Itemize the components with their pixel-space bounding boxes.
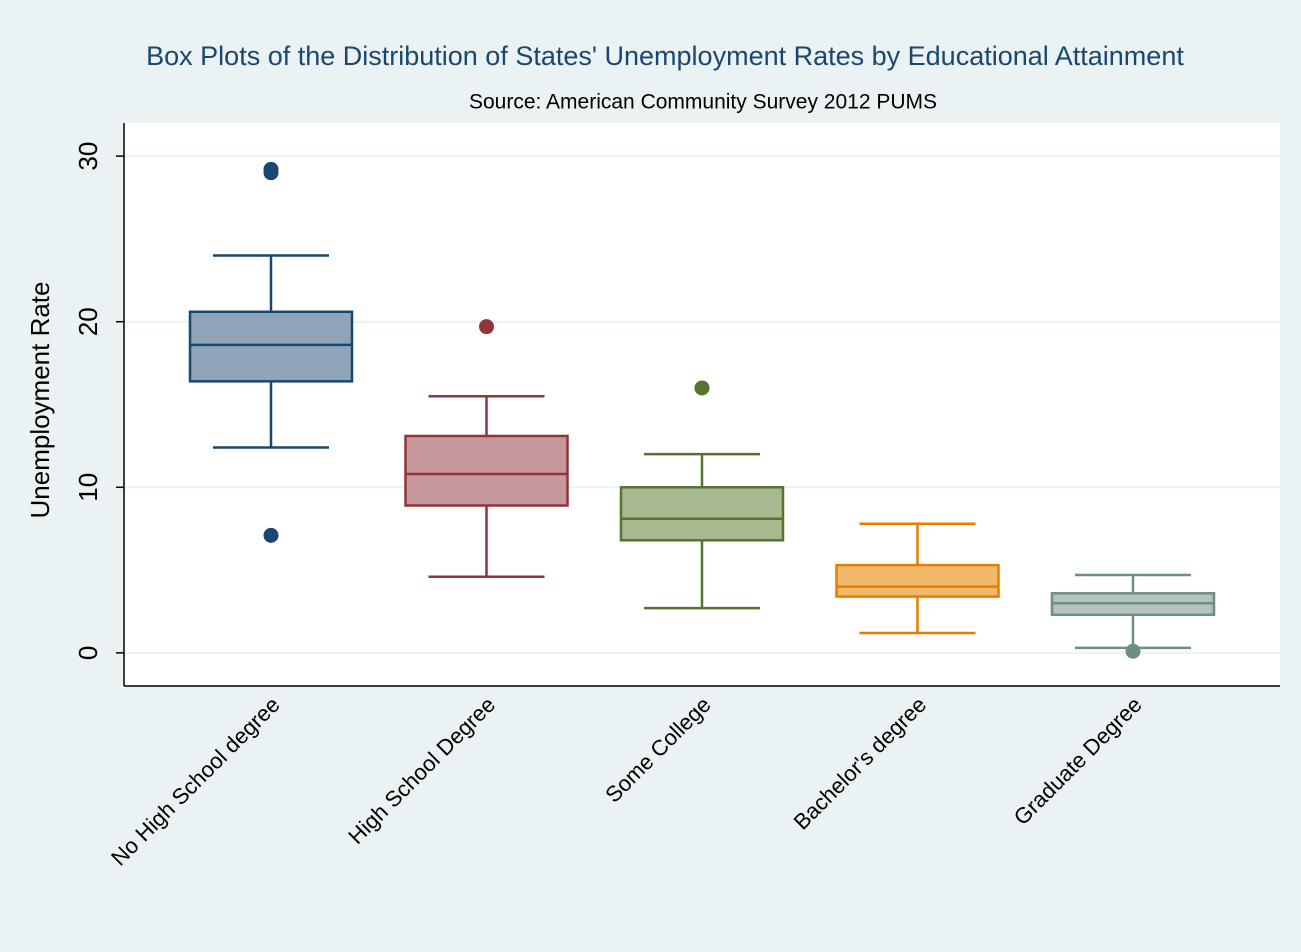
outlier <box>263 165 279 181</box>
y-axis-label: Unemployment Rate <box>25 282 55 519</box>
box <box>404 434 569 507</box>
y-tick-label: 20 <box>73 307 103 336</box>
box <box>188 310 354 383</box>
y-tick-label: 10 <box>73 473 103 502</box>
outlier <box>1125 643 1141 659</box>
y-tick-label: 30 <box>73 142 103 171</box>
box <box>835 563 1000 598</box>
y-tick-label: 0 <box>73 646 103 660</box>
outlier <box>694 380 710 396</box>
box <box>619 486 785 542</box>
chart-subtitle: Source: American Community Survey 2012 P… <box>469 91 937 114</box>
chart-title: Box Plots of the Distribution of States'… <box>146 41 1184 71</box>
outlier <box>479 319 494 335</box>
outlier <box>263 527 279 543</box>
